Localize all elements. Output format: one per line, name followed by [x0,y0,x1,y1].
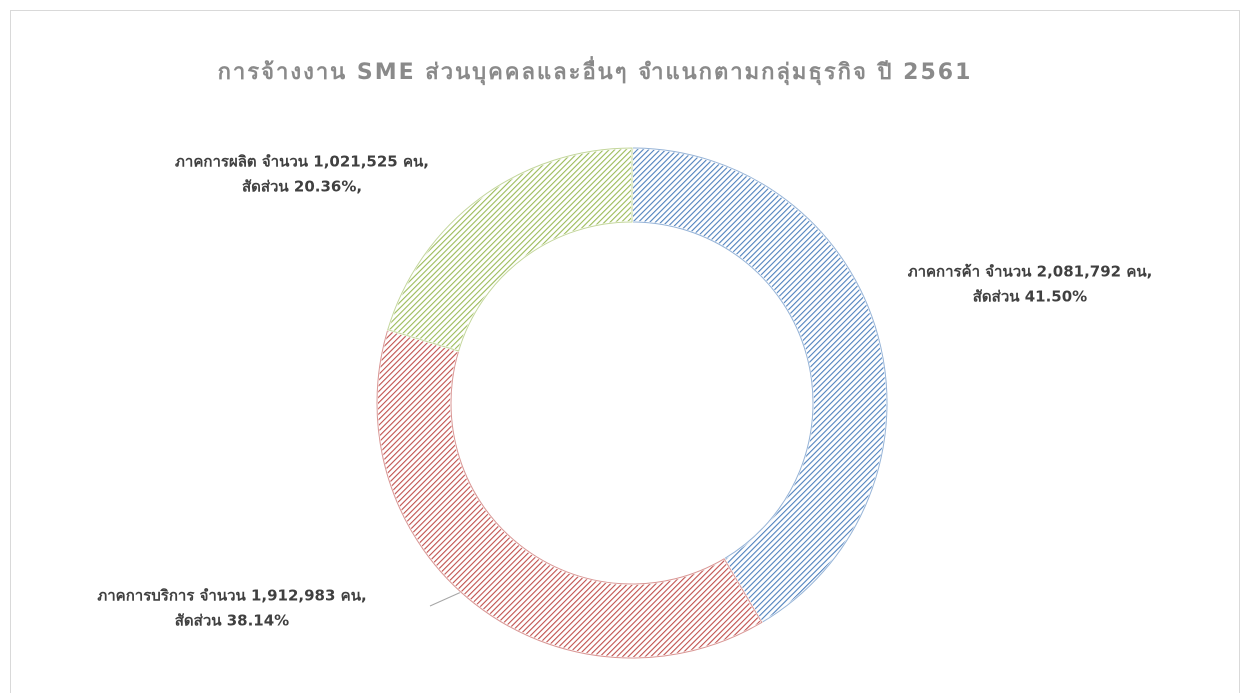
slice-edge [376,329,763,659]
donut-slice [376,328,764,659]
data-label: ภาคการผลิต จำนวน 1,021,525 คน, [175,153,429,171]
slice-edge [387,147,633,352]
donut-slice [386,146,633,353]
chart-title: การจ้างงาน SME ส่วนบุคคลและอื่นๆ จำแนกตา… [218,55,973,86]
data-label: สัดส่วน 41.50% [973,288,1087,306]
chart-frame [10,10,1240,693]
data-label: สัดส่วน 38.14% [175,612,289,630]
data-label: ภาคการค้า จำนวน 2,081,792 คน, [908,263,1153,281]
slice-edge [631,147,888,624]
donut-slice [631,146,888,624]
data-label: ภาคการบริการ จำนวน 1,912,983 คน, [97,587,366,605]
data-label: สัดส่วน 20.36%, [242,178,362,196]
